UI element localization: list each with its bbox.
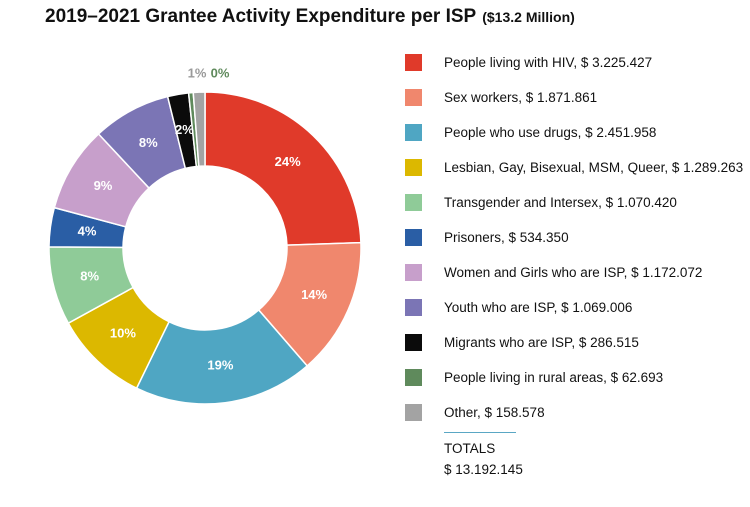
slice-percent-label: 2% (175, 122, 194, 137)
legend-item: People living with HIV, $ 3.225.427 (405, 54, 743, 89)
legend-label: Transgender and Intersex, $ 1.070.420 (444, 195, 677, 210)
slice-percent-label: 4% (78, 224, 97, 239)
legend-item: Sex workers, $ 1.871.861 (405, 89, 743, 124)
legend-label: Women and Girls who are ISP, $ 1.172.072 (444, 265, 703, 280)
slice-percent-label: 24% (275, 154, 301, 169)
chart-title: 2019–2021 Grantee Activity Expenditure p… (45, 6, 575, 28)
totals-value: $ 13.192.145 (444, 462, 523, 477)
slice-percent-label: 8% (139, 135, 158, 150)
legend-item: Prisoners, $ 534.350 (405, 229, 743, 264)
totals-divider (444, 432, 516, 433)
donut-slice (192, 91, 206, 168)
donut-slice (135, 308, 309, 405)
slice-percent-label: 0% (211, 65, 230, 80)
legend-label: Youth who are ISP, $ 1.069.006 (444, 300, 633, 315)
chart-subtitle: ($13.2 Million) (482, 9, 575, 25)
legend-label: Migrants who are ISP, $ 286.515 (444, 335, 639, 350)
legend-swatch (405, 334, 422, 351)
slice-percent-label: 9% (94, 178, 113, 193)
legend-swatch (405, 404, 422, 421)
legend-label: People who use drugs, $ 2.451.958 (444, 125, 657, 140)
legend-label: People living with HIV, $ 3.225.427 (444, 55, 653, 70)
legend-item: Migrants who are ISP, $ 286.515 (405, 334, 743, 369)
legend-swatch (405, 194, 422, 211)
legend-label: Other, $ 158.578 (444, 405, 545, 420)
legend-label: Prisoners, $ 534.350 (444, 230, 569, 245)
slice-percent-label: 10% (110, 326, 136, 341)
legend-label: Sex workers, $ 1.871.861 (444, 90, 598, 105)
legend-item: People living in rural areas, $ 62.693 (405, 369, 743, 404)
legend-item: People who use drugs, $ 2.451.958 (405, 124, 743, 159)
legend-swatch (405, 369, 422, 386)
legend-swatch (405, 264, 422, 281)
legend-item: Youth who are ISP, $ 1.069.006 (405, 299, 743, 334)
totals-label: TOTALS (444, 441, 496, 456)
legend-swatch (405, 54, 422, 71)
donut-chart: 24% 14% 19% 10% 8% 4% 9% 8% 2% 0% 1% (48, 65, 362, 405)
legend-swatch (405, 89, 422, 106)
legend-swatch (405, 229, 422, 246)
slice-percent-label: 1% (188, 65, 207, 80)
legend-item: Transgender and Intersex, $ 1.070.420 (405, 194, 743, 229)
legend-swatch (405, 159, 422, 176)
chart-title-text: 2019–2021 Grantee Activity Expenditure p… (45, 6, 477, 27)
legend-swatch (405, 124, 422, 141)
legend-label: Lesbian, Gay, Bisexual, MSM, Queer, $ 1.… (444, 160, 744, 175)
legend-item: Lesbian, Gay, Bisexual, MSM, Queer, $ 1.… (405, 159, 743, 194)
legend-swatch (405, 299, 422, 316)
legend-item: Women and Girls who are ISP, $ 1.172.072 (405, 264, 743, 299)
donut-slice (204, 91, 362, 246)
slice-percent-label: 14% (301, 287, 327, 302)
legend-item: Other, $ 158.578 (405, 404, 743, 439)
slice-percent-label: 19% (207, 357, 233, 372)
slice-percent-label: 8% (80, 269, 99, 284)
legend-label: People living in rural areas, $ 62.693 (444, 370, 664, 385)
chart-legend: People living with HIV, $ 3.225.427 Sex w… (405, 54, 743, 439)
